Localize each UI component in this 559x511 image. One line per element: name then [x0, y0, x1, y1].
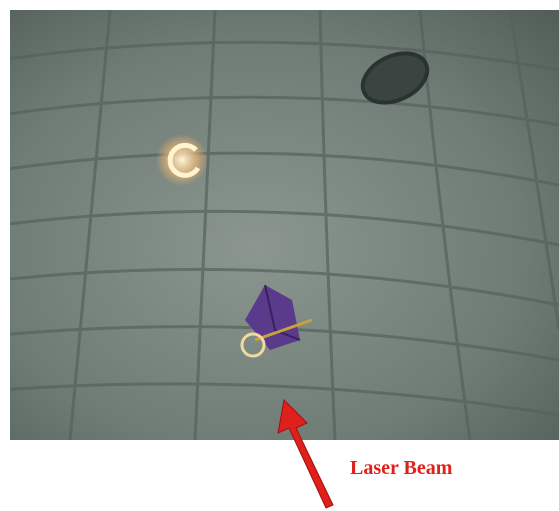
figure: Laser Beam — [0, 0, 559, 511]
annotation-label: Laser Beam — [350, 457, 453, 479]
photo — [0, 10, 559, 440]
page: Laser Beam (() => { const data = JSON.pa… — [0, 0, 559, 511]
